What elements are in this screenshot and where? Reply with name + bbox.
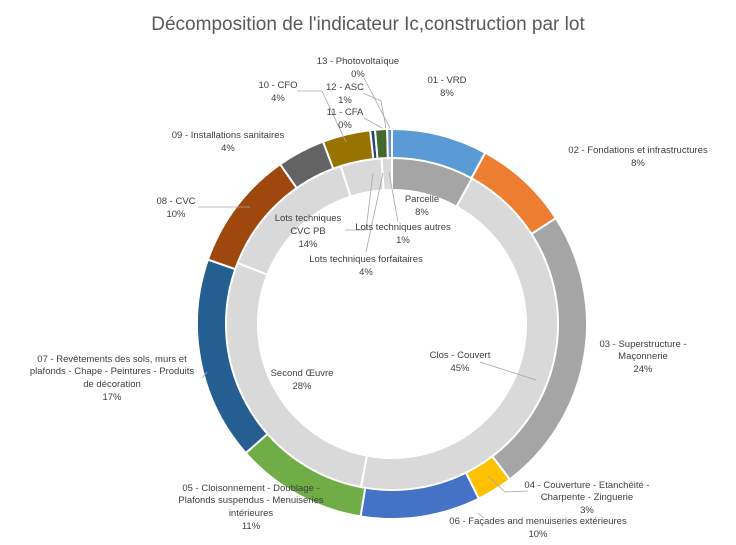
- leader-line-lots-techniques-forfaitaires: [365, 172, 384, 253]
- value-label-02-fondations-et-infrastructures: 8%: [631, 158, 645, 169]
- value-label-06-facades-and-menuiseries-exterieures: 10%: [528, 529, 548, 540]
- value-label-lots-techniques-forfaitaires: 4%: [359, 267, 373, 278]
- category-label-09-installations-sanitaires: 09 - Installations sanitaires: [172, 130, 285, 141]
- value-label-lots-techniques-cvc-pb: 14%: [298, 239, 318, 250]
- category-label-07-revetements-des-sols-murs-et-plafonds-chape-peintures-produits-de-decoration: de décoration: [83, 379, 141, 390]
- value-label-05-cloisonnement-doublage-plafonds-suspendus-menuiseries-interieures: 11%: [242, 521, 261, 532]
- leader-line-lots-techniques-autres: [388, 171, 399, 223]
- value-label-13-photovoltaique: 0%: [351, 69, 365, 80]
- data-labels: 01 - VRD 8% 02 - Fondations et infrastruct…: [30, 56, 708, 540]
- value-label-10-cfo: 4%: [271, 93, 285, 104]
- category-label-08-cvc: 08 - CVC: [156, 196, 195, 207]
- category-label-10-cfo: 10 - CFO: [258, 80, 297, 91]
- category-label-05-cloisonnement-doublage-plafonds-suspendus-menuiseries-interieures: intérieures: [229, 508, 274, 519]
- value-label-09-installations-sanitaires: 4%: [221, 143, 235, 154]
- category-label-05-cloisonnement-doublage-plafonds-suspendus-menuiseries-interieures: 05 - Cloisonnement - Doublage -: [182, 483, 319, 494]
- value-label-04-couverture-etancheite-charpente-zinguerie: 3%: [580, 505, 594, 516]
- category-label-second-oeuvre: Second Œuvre: [271, 368, 334, 379]
- value-label-01-vrd: 8%: [440, 88, 454, 99]
- category-label-lots-techniques-autres: Lots techniques autres: [355, 222, 451, 233]
- category-label-lots-techniques-forfaitaires: Lots techniques forfaitaires: [309, 254, 423, 265]
- value-label-03-superstructure-maconnerie: 24%: [633, 364, 653, 375]
- value-label-clos-couvert: 45%: [450, 363, 470, 374]
- value-label-lots-techniques-autres: 1%: [396, 235, 410, 246]
- category-label-lots-techniques-cvc-pb: CVC PB: [290, 226, 325, 237]
- chart-title: Décomposition de l'indicateur Ic,constru…: [151, 14, 585, 35]
- category-label-03-superstructure-maconnerie: 03 - Superstructure -: [599, 339, 686, 350]
- leader-lines: [198, 77, 537, 519]
- leader-line-06-facades-and-menuiseries-exterieures: [477, 512, 485, 519]
- category-label-04-couverture-etancheite-charpente-zinguerie: 04 - Couverture - Etanchéité -: [524, 480, 649, 491]
- category-label-11-cfa: 11 - CFA: [327, 107, 364, 118]
- inner-ring: [225, 156, 559, 492]
- category-label-clos-couvert: Clos - Couvert: [430, 350, 491, 361]
- leader-line-13-photovoltaique: [363, 77, 391, 129]
- leader-line-12-asc: [362, 92, 387, 129]
- value-label-parcelle: 8%: [415, 207, 429, 218]
- category-label-13-photovoltaique: 13 - Photovoltaïque: [317, 56, 399, 67]
- leader-line-11-cfa: [363, 117, 383, 129]
- category-label-lots-techniques-cvc-pb: Lots techniques: [275, 213, 342, 224]
- value-label-11-cfa: 0%: [338, 120, 352, 131]
- value-label-second-oeuvre: 28%: [292, 381, 312, 392]
- value-label-12-asc: 1%: [338, 95, 352, 106]
- leader-line-07-revetements-des-sols-murs-et-plafonds-chape-peintures-produits-de-decoration: [201, 371, 208, 379]
- category-label-06-facades-and-menuiseries-exterieures: 06 - Façades and menuiseries extérieures: [449, 516, 627, 527]
- leader-line-10-cfo: [297, 90, 347, 143]
- category-label-parcelle: Parcelle: [405, 194, 439, 205]
- value-label-07-revetements-des-sols-murs-et-plafonds-chape-peintures-produits-de-decoration: 17%: [102, 392, 122, 403]
- category-label-05-cloisonnement-doublage-plafonds-suspendus-menuiseries-interieures: Plafonds suspendus - Menuiseries: [178, 495, 323, 506]
- leader-line-04-couverture-etancheite-charpente-zinguerie: [487, 475, 529, 493]
- category-label-07-revetements-des-sols-murs-et-plafonds-chape-peintures-produits-de-decoration: 07 - Revêtements des sols, murs et: [37, 354, 187, 365]
- category-label-04-couverture-etancheite-charpente-zinguerie: Charpente - Zinguerie: [541, 492, 633, 503]
- category-label-02-fondations-et-infrastructures: 02 - Fondations et infrastructures: [568, 145, 708, 156]
- category-label-01-vrd: 01 - VRD: [427, 75, 466, 86]
- category-label-03-superstructure-maconnerie: Maçonnerie: [618, 351, 668, 362]
- category-label-12-asc: 12 - ASC: [326, 82, 364, 93]
- value-label-08-cvc: 10%: [166, 209, 186, 220]
- category-label-07-revetements-des-sols-murs-et-plafonds-chape-peintures-produits-de-decoration: plafonds - Chape - Peintures - Produits: [30, 366, 194, 377]
- leader-line-lots-techniques-cvc-pb: [345, 172, 374, 231]
- leader-line-clos-couvert: [479, 361, 537, 381]
